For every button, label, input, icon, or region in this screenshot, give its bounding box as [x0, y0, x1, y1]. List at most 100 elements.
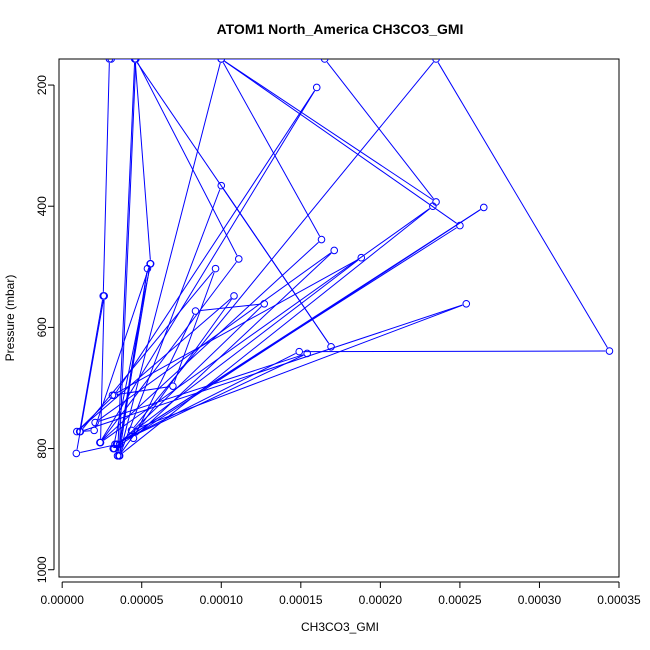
- data-point: [96, 438, 105, 447]
- data-point: [73, 427, 81, 436]
- series-segment: [80, 444, 114, 454]
- data-point: [115, 452, 123, 460]
- series-segment: [119, 227, 457, 443]
- series-segment: [173, 272, 215, 383]
- data-point: [260, 299, 269, 308]
- series-segment: [117, 62, 136, 452]
- data-point: [132, 59, 140, 63]
- data-point: [217, 59, 226, 63]
- x-tick-label: 0.00000: [40, 593, 84, 607]
- data-point: [312, 83, 321, 92]
- series-segment: [94, 267, 150, 427]
- data-point: [91, 418, 99, 427]
- data-point: [456, 221, 464, 230]
- data-point: [234, 255, 243, 263]
- series-segment: [135, 304, 463, 430]
- data-point: [479, 203, 488, 212]
- data-point: [432, 59, 440, 63]
- data-point: [169, 382, 177, 390]
- y-axis-label: Pressure (mbar): [3, 275, 17, 362]
- y-tick-label: 800: [35, 438, 49, 458]
- data-point: [303, 349, 311, 358]
- x-tick-label: 0.00025: [438, 593, 482, 607]
- x-axis-label: CH3CO3_GMI: [301, 620, 379, 634]
- series-segment: [116, 386, 170, 396]
- data-point: [605, 347, 614, 355]
- plot-area: [76, 59, 608, 454]
- x-tick-label: 0.00020: [359, 593, 403, 607]
- data-point: [108, 391, 117, 400]
- y-tick-label: 600: [35, 317, 49, 337]
- series-segment: [134, 62, 151, 260]
- data-point: [230, 292, 238, 300]
- data-point: [462, 299, 471, 308]
- data-point: [330, 246, 339, 255]
- x-axis: 0.00000 0.00005 0.00010 0.00015 0.00020 0.000…: [40, 581, 641, 607]
- data-point: [217, 181, 226, 190]
- series-segment: [98, 354, 304, 422]
- series-segment: [224, 60, 433, 201]
- series-segment: [326, 61, 434, 200]
- markers: [72, 59, 614, 460]
- data-point: [146, 259, 154, 268]
- series-segment: [102, 261, 237, 440]
- series-segment: [119, 62, 137, 441]
- data-point: [75, 427, 84, 436]
- series-segment: [100, 299, 105, 439]
- data-point: [191, 307, 200, 315]
- series-segment: [437, 62, 608, 348]
- series-segment: [133, 61, 434, 428]
- series-segment: [102, 62, 110, 292]
- series-segment: [121, 208, 431, 454]
- series-segment: [113, 267, 151, 445]
- data-point: [105, 59, 114, 63]
- data-point: [357, 253, 366, 262]
- data-point: [115, 440, 124, 449]
- y-axis: 200 400 600 800 1000: [35, 75, 55, 583]
- series-segment: [136, 62, 330, 344]
- data-point: [72, 449, 81, 458]
- series-segment: [224, 60, 457, 224]
- series-segment: [118, 352, 296, 443]
- data-point: [129, 434, 138, 443]
- series-segment: [83, 304, 463, 431]
- data-point: [99, 292, 108, 300]
- data-point: [432, 198, 440, 206]
- y-tick-label: 200: [35, 75, 49, 95]
- series-segment: [118, 354, 304, 444]
- series-segment: [222, 62, 320, 237]
- series-segment: [137, 62, 238, 256]
- x-tick-label: 0.00035: [597, 593, 641, 607]
- y-tick-label: 400: [35, 196, 49, 216]
- x-tick-label: 0.00005: [120, 593, 164, 607]
- series-segment: [119, 259, 359, 443]
- data-point: [110, 444, 119, 453]
- series-segment: [119, 267, 150, 441]
- series-segment: [303, 350, 606, 353]
- data-point: [320, 59, 329, 63]
- x-tick-label: 0.00010: [200, 593, 244, 607]
- y-tick-label: 1000: [35, 556, 49, 583]
- series-segment: [119, 62, 221, 453]
- data-point: [127, 426, 136, 435]
- series-segment: [199, 303, 261, 312]
- data-point: [211, 264, 220, 273]
- series-segment: [79, 298, 232, 430]
- series-segment: [82, 271, 214, 429]
- data-point: [327, 342, 335, 351]
- x-tick-label: 0.00030: [518, 593, 562, 607]
- data-point: [295, 347, 304, 356]
- series-segment: [136, 252, 332, 436]
- plot-frame: [58, 58, 620, 578]
- series-segment: [98, 252, 332, 421]
- x-tick-label: 0.00015: [279, 593, 323, 607]
- series-segment: [115, 90, 315, 393]
- data-point: [90, 426, 98, 435]
- series-segment: [83, 430, 91, 432]
- data-point: [317, 235, 326, 244]
- series-segment: [115, 259, 359, 394]
- series-segment: [76, 299, 104, 450]
- data-point: [112, 440, 121, 449]
